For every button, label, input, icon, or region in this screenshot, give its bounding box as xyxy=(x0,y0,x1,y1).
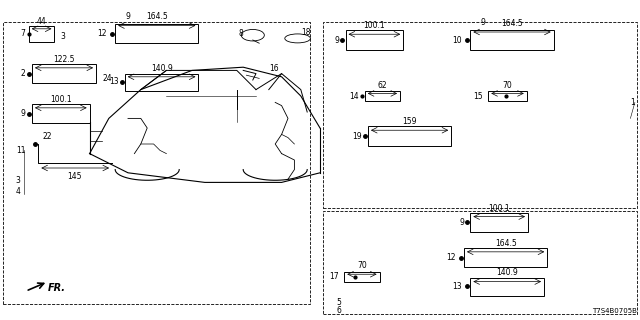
Text: FR.: FR. xyxy=(48,283,66,293)
Bar xyxy=(3,22,310,304)
Text: 9: 9 xyxy=(125,12,131,21)
Text: 100.1: 100.1 xyxy=(50,95,72,104)
Text: 6: 6 xyxy=(337,306,342,315)
Text: 13: 13 xyxy=(109,77,118,86)
Text: 17: 17 xyxy=(330,272,339,281)
Bar xyxy=(365,91,400,101)
Text: 9: 9 xyxy=(334,36,339,44)
Bar xyxy=(470,213,528,232)
Text: 1: 1 xyxy=(630,98,635,107)
Text: 9: 9 xyxy=(481,18,486,27)
Text: 19: 19 xyxy=(352,132,362,140)
Text: 22: 22 xyxy=(43,132,52,141)
Text: 70: 70 xyxy=(502,81,513,90)
Text: 164.5: 164.5 xyxy=(146,12,168,21)
Text: 12: 12 xyxy=(97,29,107,38)
Bar xyxy=(115,24,198,43)
Text: 13: 13 xyxy=(452,282,462,291)
Text: 8: 8 xyxy=(239,29,243,38)
Text: 9: 9 xyxy=(20,109,26,118)
Bar xyxy=(470,278,544,296)
Text: 14: 14 xyxy=(349,92,358,100)
Text: 122.5: 122.5 xyxy=(53,55,75,64)
Text: T7S4B0705B: T7S4B0705B xyxy=(592,308,637,314)
Text: 5: 5 xyxy=(337,298,342,307)
Text: 12: 12 xyxy=(446,253,456,262)
Bar xyxy=(32,64,96,83)
Text: 16: 16 xyxy=(269,64,278,73)
Text: 9: 9 xyxy=(459,218,464,227)
Bar xyxy=(29,26,54,42)
Text: 4: 4 xyxy=(15,188,20,196)
Text: 164.5: 164.5 xyxy=(501,19,523,28)
Text: 164.5: 164.5 xyxy=(495,239,516,248)
Bar xyxy=(368,126,451,146)
Text: 62: 62 xyxy=(378,81,387,90)
Bar xyxy=(125,74,198,91)
Bar xyxy=(344,272,380,282)
Bar xyxy=(32,104,90,123)
Text: 44: 44 xyxy=(36,17,47,26)
Bar xyxy=(470,30,554,50)
Text: 140.9: 140.9 xyxy=(151,64,172,73)
Bar xyxy=(346,30,403,50)
Text: 7: 7 xyxy=(20,29,26,38)
Text: 100.1: 100.1 xyxy=(364,21,385,30)
Bar xyxy=(323,22,637,208)
Bar xyxy=(323,211,637,314)
Text: 18: 18 xyxy=(301,28,310,36)
Text: 159: 159 xyxy=(403,117,417,126)
Text: 15: 15 xyxy=(474,92,483,100)
Text: 11: 11 xyxy=(16,146,26,155)
Text: 10: 10 xyxy=(452,36,462,44)
Text: 70: 70 xyxy=(357,261,367,270)
Text: 100.1: 100.1 xyxy=(488,204,510,213)
Text: 3: 3 xyxy=(15,176,20,185)
Text: 140.9: 140.9 xyxy=(497,268,518,277)
Text: 24: 24 xyxy=(102,74,112,83)
Bar xyxy=(464,248,547,267)
Text: 3: 3 xyxy=(61,32,66,41)
Bar xyxy=(488,91,527,101)
Text: 2: 2 xyxy=(21,69,26,78)
Text: 145: 145 xyxy=(68,172,82,181)
